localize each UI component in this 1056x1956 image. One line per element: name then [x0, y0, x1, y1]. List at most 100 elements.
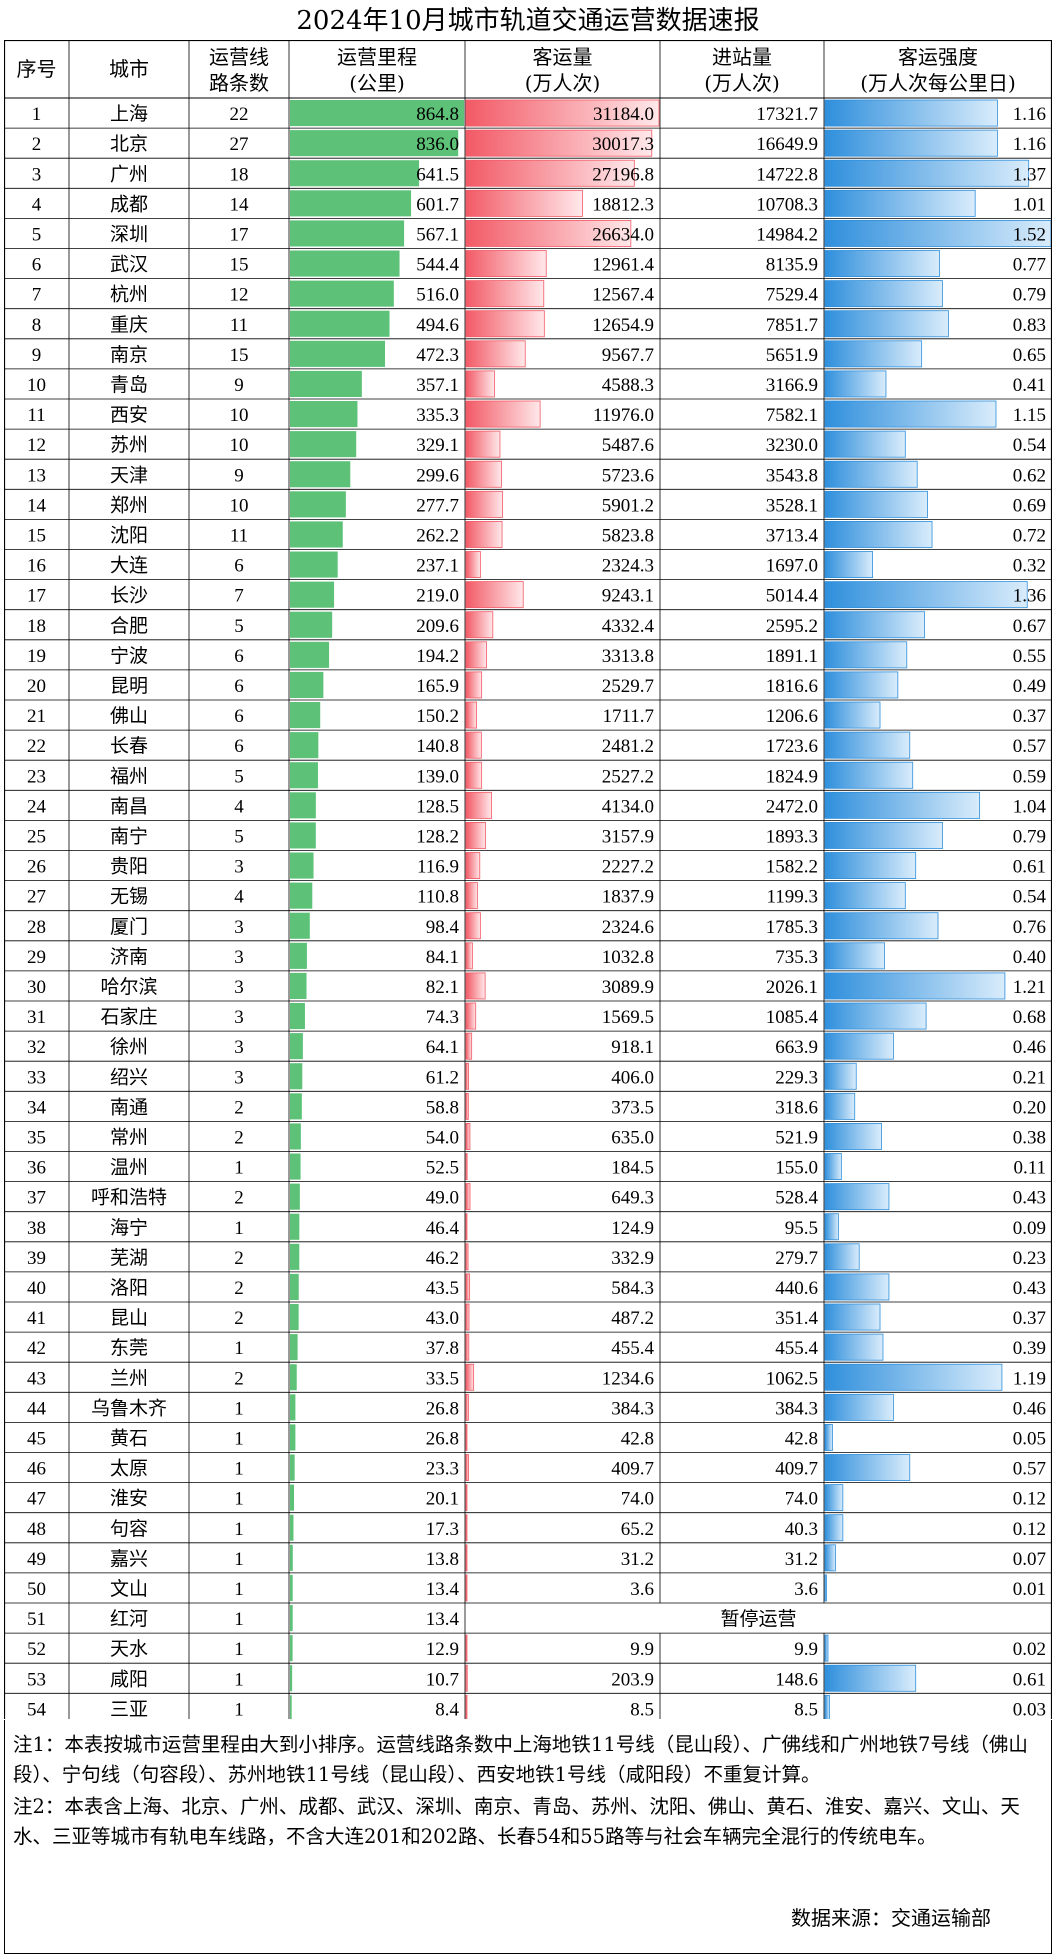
- row-lines: 4: [234, 887, 244, 908]
- row-intensity: 0.43: [1013, 1188, 1046, 1209]
- row-mileage: 54.0: [426, 1128, 459, 1149]
- mileage-bar: [290, 1153, 301, 1180]
- mileage-bar: [290, 1033, 303, 1060]
- row-intensity: 0.05: [1013, 1429, 1046, 1450]
- ridership-bar: [465, 129, 653, 157]
- intensity-bar: [824, 1574, 827, 1602]
- row-entries: 1582.2: [766, 857, 818, 878]
- row-intensity: 0.37: [1013, 1308, 1046, 1329]
- intensity-bar: [824, 280, 943, 308]
- row-lines: 6: [234, 736, 244, 757]
- row-entries: 1893.3: [766, 827, 818, 848]
- row-lines: 6: [234, 676, 244, 697]
- row-seq: 53: [27, 1669, 46, 1690]
- row-seq: 36: [27, 1158, 46, 1179]
- mileage-bar: [290, 641, 330, 668]
- row-entries: 10708.3: [756, 194, 818, 215]
- intensity-bar: [824, 1213, 839, 1241]
- row-ridership: 373.5: [611, 1097, 654, 1118]
- mileage-bar: [290, 912, 310, 939]
- row-mileage: 26.8: [426, 1429, 459, 1450]
- row-seq: 20: [27, 676, 46, 697]
- row-ridership: 26634.0: [592, 225, 654, 246]
- ridership-bar: [465, 671, 483, 699]
- intensity-bar: [824, 942, 885, 970]
- row-lines: 18: [230, 164, 249, 185]
- row-seq: 6: [32, 255, 42, 276]
- row-mileage: 836.0: [416, 134, 459, 155]
- row-ridership: 3.6: [630, 1579, 654, 1600]
- row-city: 青岛: [110, 374, 148, 396]
- mileage-bar: [290, 1424, 296, 1451]
- row-entries: 9.9: [794, 1639, 818, 1660]
- row-seq: 34: [27, 1097, 47, 1118]
- note-2: 注2：本表含上海、北京、广州、成都、武汉、深圳、南京、青岛、苏州、沈阳、佛山、黄…: [13, 1795, 1020, 1848]
- ridership-bar: [465, 1092, 469, 1120]
- mileage-bar: [290, 1183, 300, 1210]
- row-ridership: 1569.5: [602, 1007, 654, 1028]
- row-city: 广州: [110, 163, 148, 185]
- mileage-bar: [290, 732, 319, 759]
- row-seq: 40: [27, 1278, 46, 1299]
- header-lines: 路条数: [209, 71, 269, 95]
- row-city: 重庆: [110, 314, 148, 336]
- header-lines: 运营线: [209, 45, 269, 69]
- ridership-bar: [465, 701, 477, 729]
- mileage-bar: [290, 611, 333, 638]
- row-seq: 42: [27, 1338, 46, 1359]
- row-mileage: 128.2: [416, 827, 459, 848]
- row-seq: 14: [27, 495, 47, 516]
- row-intensity: 0.77: [1013, 255, 1046, 276]
- mileage-bar: [290, 702, 321, 729]
- row-lines: 1: [234, 1158, 244, 1179]
- row-entries: 5014.4: [766, 586, 819, 607]
- row-city: 无锡: [110, 886, 148, 908]
- row-city: 大连: [110, 555, 148, 577]
- row-seq: 16: [27, 556, 46, 577]
- header-entries: (万人次): [704, 71, 780, 95]
- row-mileage: 74.3: [426, 1007, 459, 1028]
- row-city: 济南: [110, 946, 148, 968]
- row-entries: 148.6: [775, 1669, 818, 1690]
- row-ridership: 124.9: [611, 1218, 654, 1239]
- row-lines: 27: [230, 134, 249, 155]
- row-lines: 1: [234, 1218, 244, 1239]
- intensity-bar: [824, 219, 1052, 247]
- page-title: 2024年10月城市轨道交通运营数据速报: [296, 6, 760, 36]
- row-entries: 16649.9: [756, 134, 818, 155]
- row-intensity: 0.41: [1013, 375, 1046, 396]
- row-mileage: 12.9: [426, 1639, 459, 1660]
- ridership-bar: [465, 1153, 468, 1181]
- row-lines: 1: [234, 1519, 244, 1540]
- row-intensity: 0.83: [1013, 315, 1046, 336]
- row-lines: 3: [234, 977, 244, 998]
- row-entries: 2472.0: [766, 796, 818, 817]
- row-seq: 25: [27, 827, 46, 848]
- row-entries: 1199.3: [766, 887, 818, 908]
- ridership-bar: [465, 340, 526, 368]
- row-ridership: 3089.9: [602, 977, 654, 998]
- row-ridership: 918.1: [611, 1037, 654, 1058]
- mileage-bar: [290, 942, 307, 969]
- header-mileage: (公里): [349, 71, 405, 95]
- intensity-bar: [824, 1183, 890, 1211]
- row-lines: 11: [230, 526, 248, 547]
- row-ridership: 384.3: [611, 1398, 654, 1419]
- ridership-bar: [465, 1544, 468, 1572]
- row-city: 杭州: [110, 284, 148, 306]
- row-city: 徐州: [110, 1036, 148, 1058]
- row-city: 东莞: [110, 1337, 148, 1359]
- row-mileage: 98.4: [426, 917, 460, 938]
- row-lines: 5: [234, 616, 244, 637]
- table-border: [4, 40, 1052, 1719]
- row-intensity: 0.62: [1013, 465, 1046, 486]
- ridership-bar: [465, 520, 503, 548]
- row-seq: 48: [27, 1519, 46, 1540]
- row-intensity: 0.03: [1013, 1699, 1046, 1719]
- mileage-bar: [290, 370, 362, 397]
- row-mileage: 516.0: [416, 285, 459, 306]
- row-intensity: 0.57: [1013, 1459, 1046, 1480]
- header-intensity: (万人次每公里日): [860, 71, 1016, 95]
- row-entries: 318.6: [775, 1097, 818, 1118]
- ridership-bar: [465, 219, 632, 247]
